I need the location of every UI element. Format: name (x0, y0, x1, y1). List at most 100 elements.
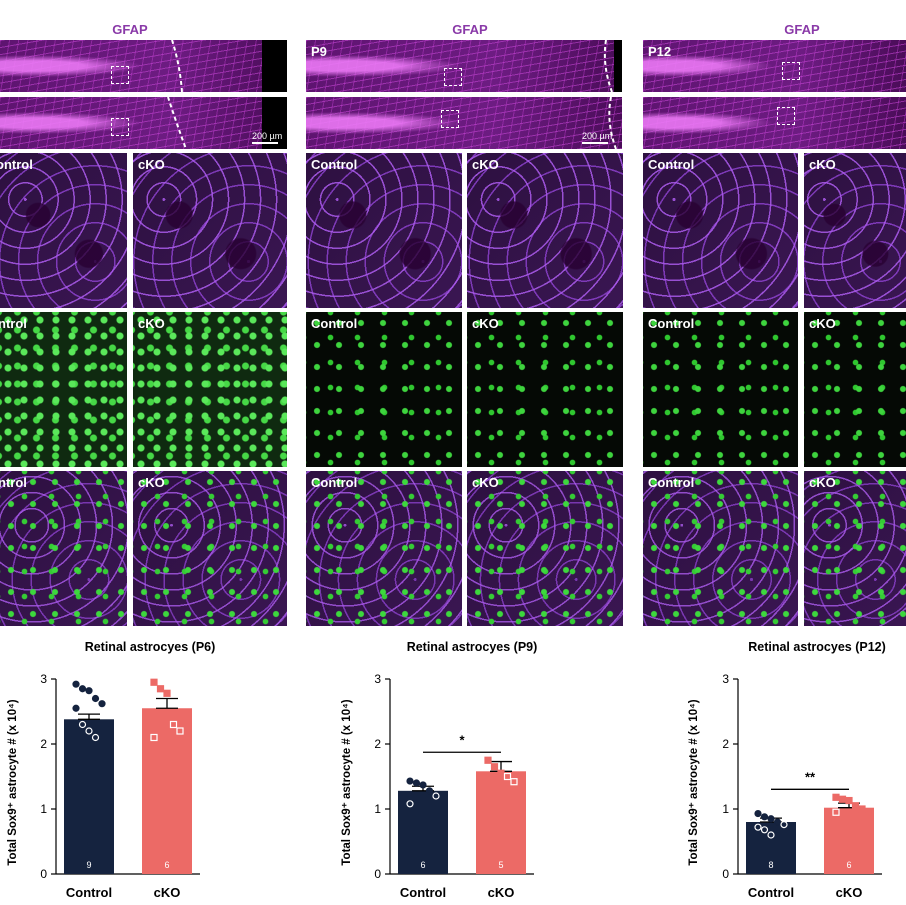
gfap-zoom-cko-p6: cKO (133, 153, 287, 308)
panel-label: Control (648, 475, 695, 490)
data-point (176, 727, 184, 735)
chart-title-p9: Retinal astrocyes (P9) (406, 640, 538, 654)
data-point (412, 779, 421, 787)
gfap-zoom-cko-p9: cKO (467, 153, 623, 308)
data-point (150, 733, 158, 742)
gfap-zoom-control-p9: Control (306, 153, 462, 308)
panel-label: Control (311, 316, 358, 331)
sox9-control-p6: ntrol (0, 312, 127, 467)
bar-cko (142, 708, 192, 874)
inset-box (441, 110, 459, 128)
n-label: 9 (86, 860, 91, 870)
x-tick-label: Control (400, 885, 446, 900)
panel-label: ntrol (0, 475, 27, 490)
y-tick-label: 3 (722, 672, 729, 686)
data-point (767, 831, 775, 839)
data-point (490, 763, 499, 771)
y-tick-label: 2 (722, 737, 729, 751)
data-point (72, 704, 80, 712)
data-point (156, 685, 165, 693)
x-tick-label: Control (66, 885, 112, 900)
panel-label: Control (648, 157, 695, 172)
gfap-zoom-control-p12: Control (643, 153, 798, 308)
data-point (406, 777, 414, 785)
panel-label: cKO (472, 316, 499, 331)
bar-control (64, 719, 114, 874)
data-point (85, 687, 93, 695)
gfap-overview-cko-p12 (643, 97, 906, 149)
y-axis-label: Total Sox9⁺ astrocyte # (x 10⁴) (7, 699, 19, 865)
data-point (760, 813, 769, 821)
data-point (773, 818, 782, 826)
bar-cko (824, 807, 874, 874)
significance-label: * (459, 732, 465, 747)
n-label: 6 (164, 860, 169, 870)
data-point (510, 778, 518, 786)
n-label: 6 (846, 860, 851, 870)
y-axis-label: Total Sox9⁺ astrocyte # (x 10⁴) (688, 699, 700, 865)
significance-label: ** (805, 769, 816, 784)
merge-control-p12: Control (643, 471, 798, 626)
x-tick-label: cKO (836, 885, 863, 900)
col1-title: GFAP (112, 22, 148, 37)
data-point (419, 781, 427, 789)
x-tick-label: cKO (488, 885, 515, 900)
merge-cko-p6: cKO (133, 471, 287, 626)
data-point (150, 678, 158, 686)
chart-title-p12: Retinal astrocyes (P12) (748, 640, 886, 654)
col2-title: GFAP (452, 22, 488, 37)
bar-cko (476, 771, 526, 874)
sox9-control-p9: Control (306, 312, 462, 467)
data-point (85, 727, 93, 735)
data-point (767, 815, 775, 823)
sox9-cko-p6: cKO (133, 312, 287, 467)
panel-label: Control (311, 157, 358, 172)
data-point (858, 805, 866, 813)
gfap-overview-cko-p6: 200 µm (0, 97, 287, 149)
data-point (832, 808, 840, 816)
panel-label: cKO (472, 475, 499, 490)
retina-edge-line (603, 40, 622, 92)
panel-label: cKO (138, 316, 165, 331)
panel-label: cKO (809, 475, 836, 490)
y-tick-label: 2 (374, 737, 381, 751)
panel-label: cKO (809, 157, 836, 172)
data-point (838, 795, 847, 803)
data-point (845, 796, 853, 805)
merge-control-p6: ntrol (0, 471, 127, 626)
data-point (851, 802, 860, 810)
age-label: P9 (311, 44, 327, 59)
y-tick-label: 3 (374, 672, 381, 686)
chart-title-p6: Retinal astrocyes (P6) (84, 640, 216, 654)
col3-title: GFAP (784, 22, 820, 37)
age-label: P12 (648, 44, 672, 59)
data-point (425, 787, 434, 795)
gfap-overview-cko-p9: 200 µm (306, 97, 622, 149)
panel-label: ntrol (0, 316, 27, 331)
scale-bar: 200 µm (582, 131, 612, 144)
data-point (754, 809, 762, 818)
data-point (98, 700, 106, 708)
data-point (91, 733, 100, 742)
gfap-zoom-control-p6: ontrol (0, 153, 127, 308)
panel-label: cKO (138, 157, 165, 172)
n-label: 8 (768, 860, 773, 870)
y-tick-label: 2 (40, 737, 47, 751)
data-point (72, 680, 80, 688)
retina-edge-line (608, 97, 617, 149)
y-tick-label: 1 (40, 802, 47, 816)
gfap-zoom-cko-p12: cKO (804, 153, 906, 308)
data-point (754, 823, 762, 831)
data-point (503, 772, 512, 781)
data-point (484, 756, 492, 764)
panel-label: Control (311, 475, 358, 490)
y-tick-label: 0 (722, 867, 729, 881)
inset-box (782, 62, 800, 80)
panel-label: cKO (809, 316, 836, 331)
merge-cko-p9: cKO (467, 471, 623, 626)
data-point (91, 694, 100, 703)
gfap-overview-control-p6 (0, 40, 287, 92)
panel-label: cKO (138, 475, 165, 490)
x-tick-label: cKO (154, 885, 181, 900)
n-label: 6 (420, 860, 425, 870)
